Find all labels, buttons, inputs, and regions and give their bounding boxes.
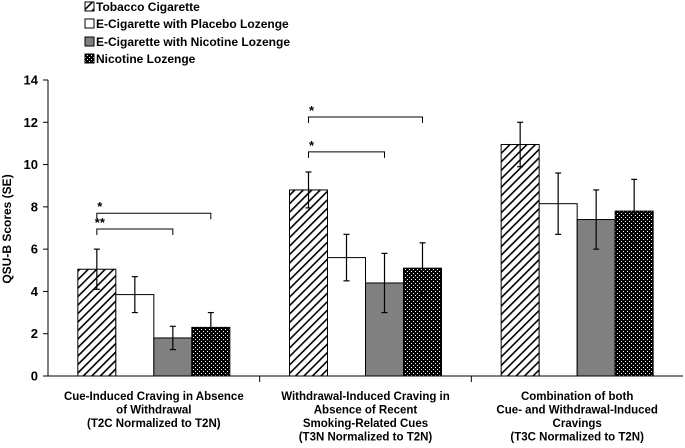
legend-item-nicotine-lozenge: Nicotine Lozenge xyxy=(84,52,196,66)
category-label: (T3N Normalized to T2N) xyxy=(299,432,433,444)
y-tick-label: 2 xyxy=(31,326,38,341)
significance-label: ** xyxy=(95,215,106,230)
legend-label-e-cig-placebo: E-Cigarette with Placebo Lozenge xyxy=(96,17,289,31)
category-label: (T2C Normalized to T2N) xyxy=(87,418,221,430)
legend-item-e-cig-placebo: E-Cigarette with Placebo Lozenge xyxy=(84,17,289,31)
category-label: Cue- and Withdrawal-Induced xyxy=(496,405,658,417)
y-tick-label: 4 xyxy=(31,284,39,299)
category-label: Cravings xyxy=(553,418,602,430)
legend-label-tobacco-cigarette: Tobacco Cigarette xyxy=(96,0,200,14)
y-tick-label: 6 xyxy=(31,242,38,257)
category-labels: Cue-Induced Craving in Absence of Withdra… xyxy=(64,391,658,444)
category-label: Absence of Recent xyxy=(314,405,418,417)
significance-label: * xyxy=(309,138,315,153)
error-bars xyxy=(93,121,638,351)
significance-bracket xyxy=(96,228,174,236)
y-tick-label: 10 xyxy=(24,157,38,172)
legend: Tobacco Cigarette E-Cigarette with Place… xyxy=(84,0,290,66)
y-axis-title: QSU-B Scores (SE) xyxy=(0,174,14,283)
significance-label: * xyxy=(309,103,315,118)
significance-bracket xyxy=(308,151,385,158)
bars xyxy=(77,143,654,377)
legend-label-nicotine-lozenge: Nicotine Lozenge xyxy=(96,52,196,66)
legend-swatch-tobacco-cigarette xyxy=(84,1,95,12)
legend-swatch-e-cig-placebo xyxy=(84,18,95,29)
significance-bracket xyxy=(308,116,423,123)
category-label: Smoking-Related Cues xyxy=(303,418,428,430)
bar xyxy=(289,189,328,377)
y-tick-label: 14 xyxy=(24,73,39,88)
significance-brackets: ***** xyxy=(95,103,423,236)
y-tick-label: 0 xyxy=(31,369,38,384)
legend-swatch-e-cig-nicotine xyxy=(84,36,95,47)
legend-label-e-cig-nicotine: E-Cigarette with Nicotine Lozenge xyxy=(96,35,290,49)
category-label: (T3C Normalized to T2N) xyxy=(510,432,644,444)
category-label: Withdrawal-Induced Craving in xyxy=(281,391,450,403)
legend-item-tobacco-cigarette: Tobacco Cigarette xyxy=(84,0,200,14)
significance-label: * xyxy=(97,199,103,214)
x-category-dividers xyxy=(259,376,472,382)
category-label: Cue-Induced Craving in Absence xyxy=(64,391,244,403)
category-label: of Withdrawal xyxy=(116,405,191,417)
bar xyxy=(500,143,540,377)
y-tick-label: 8 xyxy=(31,199,38,214)
legend-swatch-nicotine-lozenge xyxy=(84,53,95,64)
legend-item-e-cig-nicotine: E-Cigarette with Nicotine Lozenge xyxy=(84,35,290,49)
y-ticks: 0 2 4 6 8 10 12 14 xyxy=(24,73,48,384)
significance-bracket xyxy=(96,212,212,220)
y-tick-label: 12 xyxy=(24,115,38,130)
category-label: Combination of both xyxy=(521,391,633,403)
